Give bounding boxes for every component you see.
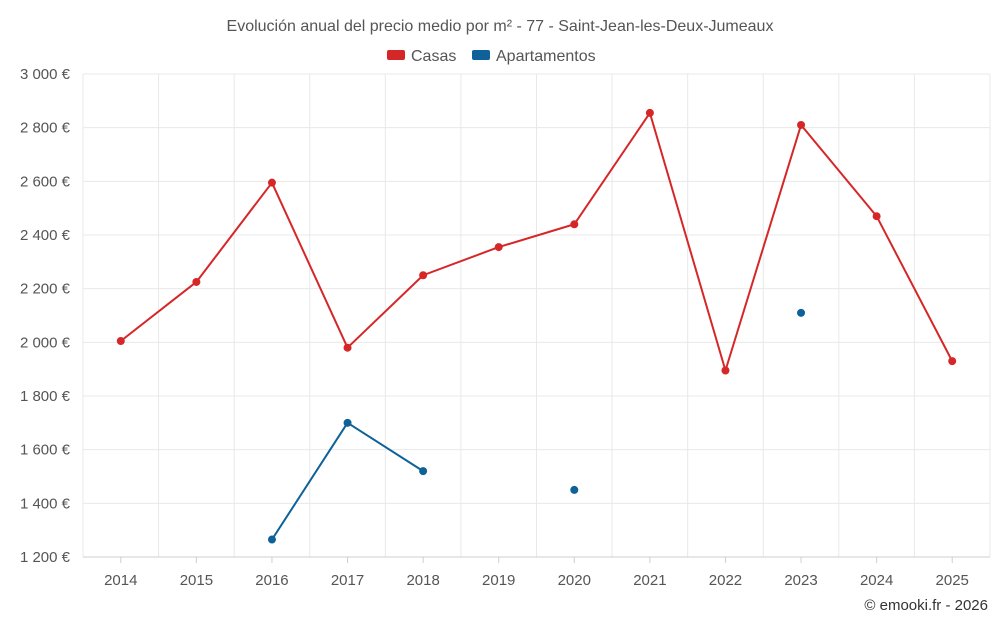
grid bbox=[82, 73, 991, 558]
series-casas bbox=[116, 108, 957, 375]
data-point-casas[interactable] bbox=[419, 271, 428, 280]
x-tick-label: 2023 bbox=[784, 572, 817, 589]
data-point-casas[interactable] bbox=[872, 212, 881, 221]
x-tick-label: 2017 bbox=[331, 572, 364, 589]
legend-label-casas[interactable]: Casas bbox=[411, 48, 456, 65]
data-point-casas[interactable] bbox=[343, 343, 352, 352]
data-point-apartamentos[interactable] bbox=[797, 308, 806, 317]
data-point-casas[interactable] bbox=[570, 220, 579, 229]
y-tick-label: 2 800 € bbox=[20, 120, 71, 137]
x-tick-label: 2022 bbox=[709, 572, 742, 589]
y-tick-label: 1 600 € bbox=[20, 442, 71, 459]
data-point-casas[interactable] bbox=[192, 277, 201, 286]
y-tick-label: 2 600 € bbox=[20, 173, 71, 190]
data-point-apartamentos[interactable] bbox=[267, 535, 276, 544]
data-point-casas[interactable] bbox=[494, 243, 503, 252]
x-tick-label: 2019 bbox=[482, 572, 515, 589]
legend-swatch-apartamentos[interactable] bbox=[472, 50, 490, 60]
y-tick-label: 1 800 € bbox=[20, 388, 71, 405]
y-tick-label: 1 400 € bbox=[20, 495, 71, 512]
y-tick-label: 2 200 € bbox=[20, 281, 71, 298]
y-axis: 1 200 € 1 400 € 1 600 € 1 800 € 2 000 € 2 200… bbox=[20, 66, 71, 566]
x-tick-label: 2025 bbox=[936, 572, 969, 589]
legend: Casas Apartamentos bbox=[387, 48, 596, 65]
data-point-apartamentos[interactable] bbox=[343, 418, 352, 427]
y-tick-label: 3 000 € bbox=[20, 66, 71, 83]
data-point-casas[interactable] bbox=[116, 336, 125, 345]
legend-swatch-casas[interactable] bbox=[387, 50, 405, 60]
x-tick-label: 2015 bbox=[180, 572, 213, 589]
x-tick-label: 2018 bbox=[406, 572, 439, 589]
x-tick-label: 2016 bbox=[255, 572, 288, 589]
series-apartamentos bbox=[267, 308, 806, 544]
x-tick-label: 2024 bbox=[860, 572, 893, 589]
chart-title: Evolución anual del precio medio por m² … bbox=[227, 18, 774, 35]
data-point-casas[interactable] bbox=[948, 357, 957, 366]
series-line-apartamentos bbox=[271, 421, 424, 541]
legend-label-apartamentos[interactable]: Apartamentos bbox=[496, 48, 596, 65]
data-point-casas[interactable] bbox=[267, 178, 276, 187]
series-line-casas bbox=[120, 111, 954, 372]
data-point-casas[interactable] bbox=[721, 366, 730, 375]
y-tick-label: 2 400 € bbox=[20, 227, 71, 244]
data-point-casas[interactable] bbox=[645, 108, 654, 117]
y-tick-label: 1 200 € bbox=[20, 549, 71, 566]
data-point-casas[interactable] bbox=[797, 120, 806, 129]
data-point-apartamentos[interactable] bbox=[419, 467, 428, 476]
x-tick-label: 2014 bbox=[104, 572, 137, 589]
series-layer bbox=[116, 108, 957, 544]
data-point-apartamentos[interactable] bbox=[570, 485, 579, 494]
x-axis: 2014 2015 2016 2017 2018 2019 2020 2021 2022 2023… bbox=[83, 556, 990, 589]
x-tick-label: 2020 bbox=[558, 572, 591, 589]
x-tick-label: 2021 bbox=[633, 572, 666, 589]
credit: © emooki.fr - 2026 bbox=[864, 597, 988, 614]
y-tick-label: 2 000 € bbox=[20, 334, 71, 351]
